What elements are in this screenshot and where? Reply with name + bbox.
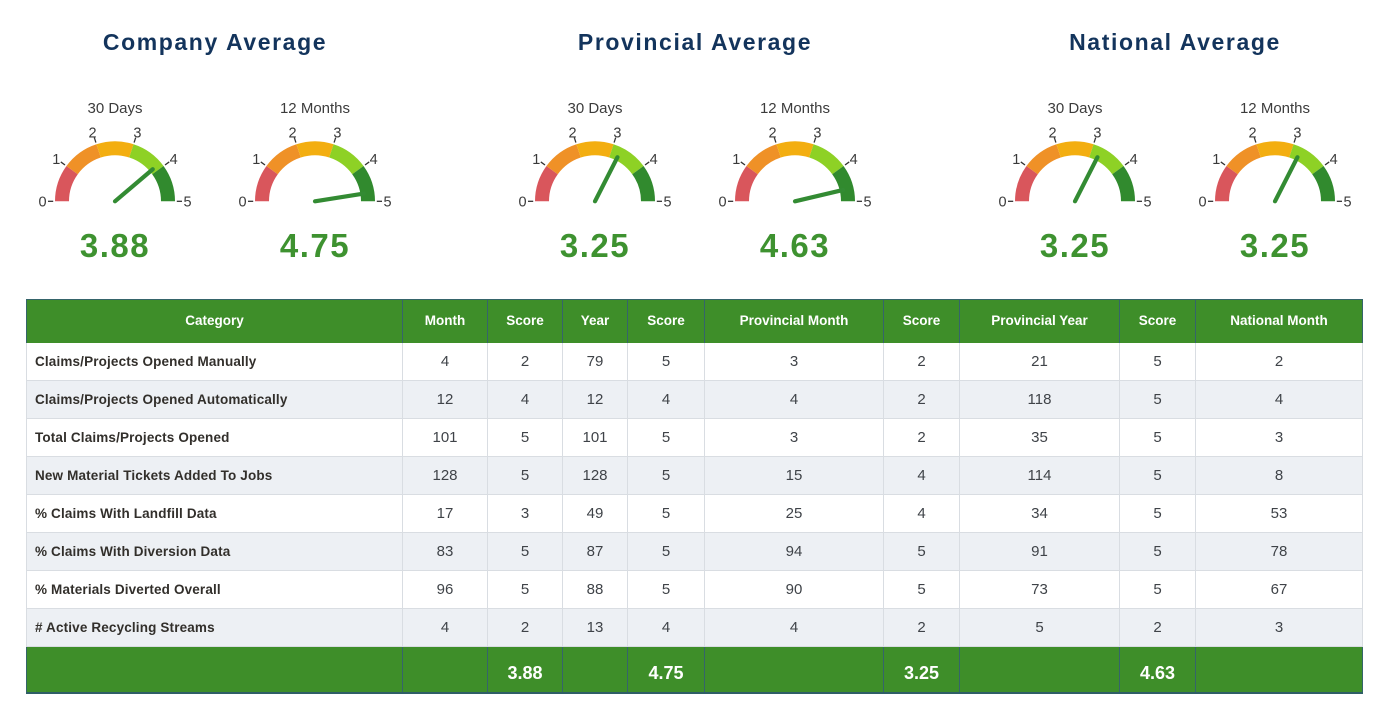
svg-text:4: 4 (1130, 152, 1138, 168)
svg-text:4: 4 (1330, 152, 1338, 168)
svg-text:2: 2 (569, 126, 577, 142)
svg-text:2: 2 (289, 126, 297, 142)
svg-text:3: 3 (613, 126, 621, 142)
svg-text:5: 5 (183, 195, 191, 211)
svg-text:4: 4 (170, 152, 178, 168)
svg-text:4: 4 (850, 152, 858, 168)
svg-text:0: 0 (38, 195, 46, 211)
svg-text:1: 1 (732, 152, 740, 168)
svg-text:3: 3 (133, 126, 141, 142)
svg-text:3: 3 (333, 126, 341, 142)
svg-text:5: 5 (1143, 195, 1151, 211)
svg-text:4: 4 (370, 152, 378, 168)
svg-text:5: 5 (1343, 195, 1351, 211)
svg-text:5: 5 (383, 195, 391, 211)
svg-text:0: 0 (1198, 195, 1206, 211)
svg-text:2: 2 (1249, 126, 1257, 142)
svg-text:1: 1 (252, 152, 260, 168)
svg-text:5: 5 (663, 195, 671, 211)
svg-text:5: 5 (863, 195, 871, 211)
svg-text:1: 1 (52, 152, 60, 168)
svg-text:2: 2 (1049, 126, 1057, 142)
svg-text:0: 0 (718, 195, 726, 211)
svg-text:1: 1 (532, 152, 540, 168)
svg-text:2: 2 (769, 126, 777, 142)
svg-text:3: 3 (1293, 126, 1301, 142)
svg-text:4: 4 (650, 152, 658, 168)
svg-text:0: 0 (998, 195, 1006, 211)
svg-text:1: 1 (1012, 152, 1020, 168)
svg-text:0: 0 (518, 195, 526, 211)
svg-text:2: 2 (89, 126, 97, 142)
svg-text:0: 0 (238, 195, 246, 211)
svg-text:3: 3 (813, 126, 821, 142)
svg-text:1: 1 (1212, 152, 1220, 168)
svg-text:3: 3 (1093, 126, 1101, 142)
